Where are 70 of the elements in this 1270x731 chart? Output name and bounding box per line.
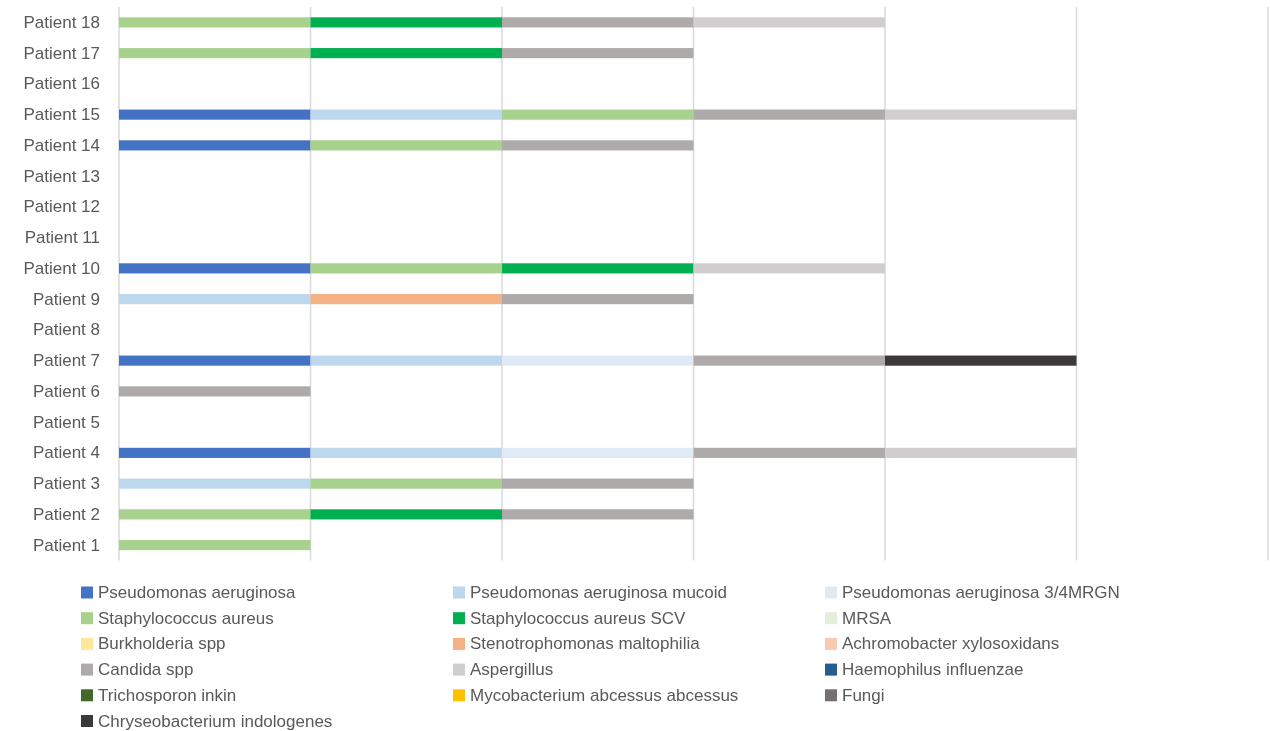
bar xyxy=(502,140,694,151)
y-tick-label: Patient 11 xyxy=(24,228,100,248)
y-tick-label: Patient 2 xyxy=(32,504,100,524)
bar xyxy=(502,447,694,458)
y-tick-label: Patient 14 xyxy=(23,135,100,155)
y-tick-label: Patient 18 xyxy=(23,12,100,32)
bar xyxy=(119,109,311,120)
y-tick-label: Patient 1 xyxy=(32,535,100,555)
bar xyxy=(502,109,694,120)
y-tick-label: Patient 4 xyxy=(32,443,100,463)
bar xyxy=(502,355,694,366)
legend-label: Pseudomonas aeruginosa xyxy=(98,583,297,602)
y-tick-label: Patient 13 xyxy=(23,166,100,186)
y-tick-label: Patient 12 xyxy=(23,197,100,217)
legend-label: Pseudomonas aeruginosa 3/4MRGN xyxy=(842,583,1120,602)
bar xyxy=(119,17,311,28)
bar xyxy=(310,478,502,489)
bar xyxy=(310,355,502,366)
bar xyxy=(693,447,885,458)
bar xyxy=(502,294,694,305)
bar xyxy=(502,478,694,489)
bar xyxy=(502,263,694,274)
legend-label: Staphylococcus aureus xyxy=(98,608,274,628)
bar xyxy=(119,540,311,551)
bar xyxy=(119,447,311,458)
y-tick-label: Patient 3 xyxy=(32,474,100,494)
legend-label: MRSA xyxy=(842,608,892,628)
bar xyxy=(310,140,502,151)
bar xyxy=(693,355,885,366)
legend-label: Pseudomonas aeruginosa mucoid xyxy=(470,583,728,602)
y-tick-label: Patient 6 xyxy=(32,381,100,401)
bar xyxy=(310,109,502,120)
legend-label: Staphylococcus aureus SCV xyxy=(470,608,687,628)
y-tick-label: Patient 10 xyxy=(23,258,100,278)
legend-label: Mycobacterium abcessus abcessus xyxy=(470,685,739,705)
bar xyxy=(693,109,885,120)
bar xyxy=(885,355,1077,366)
bar xyxy=(310,447,502,458)
bar xyxy=(310,509,502,520)
y-tick-label: Patient 9 xyxy=(32,289,100,309)
bar xyxy=(119,263,311,274)
bar xyxy=(310,48,502,59)
legend-label: Burkholderia spp xyxy=(98,634,226,654)
bar xyxy=(119,478,311,489)
bar xyxy=(119,140,311,151)
y-tick-label: Patient 5 xyxy=(32,412,100,432)
legend-label: Trichosporon inkin xyxy=(98,685,237,705)
bar xyxy=(119,48,311,59)
legend-label: Aspergillus xyxy=(470,660,554,680)
y-tick-label: Patient 15 xyxy=(23,105,100,125)
bar xyxy=(119,509,311,520)
legend-label: Stenotrophomonas maltophilia xyxy=(470,634,701,654)
legend-label: Chryseobacterium indologenes xyxy=(98,711,333,731)
bar xyxy=(119,294,311,305)
legend-label: Haemophilus influenzae xyxy=(842,660,1024,680)
bar xyxy=(502,17,694,28)
bar xyxy=(310,263,502,274)
bar xyxy=(310,17,502,28)
bar xyxy=(119,386,311,397)
legend-label: Achromobacter xylosoxidans xyxy=(842,634,1060,654)
bar xyxy=(310,294,502,305)
y-tick-label: Patient 7 xyxy=(32,351,100,371)
bar xyxy=(119,355,311,366)
bar xyxy=(502,48,694,59)
legend-label: Fungi xyxy=(842,685,885,705)
y-tick-label: Patient 16 xyxy=(23,74,100,94)
y-tick-label: Patient 8 xyxy=(32,320,100,340)
y-tick-label: Patient 17 xyxy=(23,43,100,63)
bar xyxy=(502,509,694,520)
legend-label: Candida spp xyxy=(98,660,194,680)
